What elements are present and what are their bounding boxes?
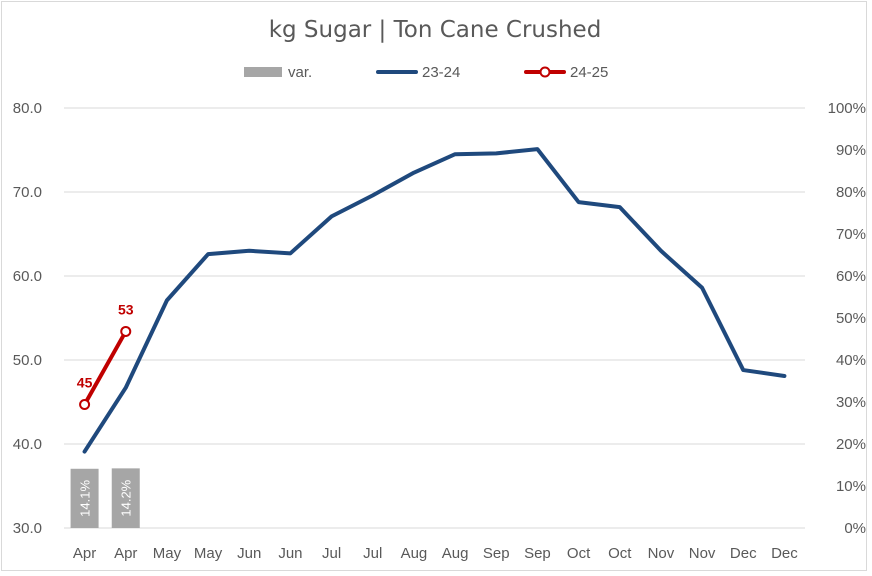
right-axis-tick-label: 60% xyxy=(836,268,866,285)
legend-label: 23-24 xyxy=(422,64,460,81)
x-axis-tick-label: Oct xyxy=(567,545,591,562)
left-axis-tick-label: 50.0 xyxy=(13,352,42,369)
var-bar xyxy=(70,468,99,528)
x-axis-tick-label: May xyxy=(153,545,182,562)
x-axis-tick-label: Jun xyxy=(278,545,302,562)
legend-swatch-var xyxy=(244,67,282,77)
x-axis-tick-label: Sep xyxy=(483,545,510,562)
x-axis-tick-label: Apr xyxy=(73,545,96,562)
x-axis-tick-label: Aug xyxy=(442,545,469,562)
x-axis-tick-label: Oct xyxy=(608,545,632,562)
left-axis-tick-label: 30.0 xyxy=(13,520,42,537)
x-axis-tick-label: May xyxy=(194,545,223,562)
right-axis-tick-label: 20% xyxy=(836,436,866,453)
right-axis-tick-label: 0% xyxy=(844,520,866,537)
right-axis-tick-label: 100% xyxy=(828,100,866,117)
right-axis-tick-label: 50% xyxy=(836,310,866,327)
var-bar xyxy=(111,468,140,528)
x-axis-tick-label: Jul xyxy=(363,545,382,562)
x-axis-tick-label: Sep xyxy=(524,545,551,562)
x-axis-tick-label: Jun xyxy=(237,545,261,562)
series-24-25-marker xyxy=(120,325,132,337)
legend-label: var. xyxy=(288,64,312,81)
legend-label: 24-25 xyxy=(570,64,608,81)
chart-title: kg Sugar | Ton Cane Crushed xyxy=(269,17,602,43)
left-axis-ticks: 30.0 40.0 50.0 60.0 70.0 80.0 xyxy=(13,100,42,537)
left-axis-tick-label: 70.0 xyxy=(13,184,42,201)
var-bar-label: 14.1% xyxy=(78,480,93,517)
series-24-25-marker xyxy=(79,399,91,411)
series-lines: 45 53 xyxy=(77,147,787,454)
data-label: 45 xyxy=(77,375,93,391)
data-label: 53 xyxy=(118,301,134,317)
x-axis-tick-label: Aug xyxy=(401,545,428,562)
x-axis-tick-label: Nov xyxy=(648,545,675,562)
var-bar-label: 14.2% xyxy=(119,479,134,516)
right-axis-tick-label: 30% xyxy=(836,394,866,411)
x-axis-tick-label: Apr xyxy=(114,545,137,562)
legend-marker xyxy=(539,66,551,78)
x-axis-tick-label: Nov xyxy=(689,545,716,562)
x-axis-tick-label: Dec xyxy=(730,545,757,562)
var-bars: 14.1% 14.2% xyxy=(70,468,140,528)
gridlines xyxy=(64,107,805,529)
x-axis-tick-label: Jul xyxy=(322,545,341,562)
x-axis-ticks: Apr Apr May May Jun Jun Jul Jul Aug Aug Sep Sep Oct O… xyxy=(73,545,798,562)
right-axis-tick-label: 70% xyxy=(836,226,866,243)
x-axis-tick-label: Dec xyxy=(771,545,798,562)
legend: var. 23-24 24-25 xyxy=(244,64,608,81)
left-axis-tick-label: 80.0 xyxy=(13,100,42,117)
right-axis-tick-label: 40% xyxy=(836,352,866,369)
series-23-24-line xyxy=(82,147,787,454)
right-axis-tick-label: 80% xyxy=(836,184,866,201)
left-axis-tick-label: 60.0 xyxy=(13,268,42,285)
series-24-25-line xyxy=(82,329,128,407)
left-axis-tick-label: 40.0 xyxy=(13,436,42,453)
right-axis-tick-label: 90% xyxy=(836,142,866,159)
right-axis-tick-label: 10% xyxy=(836,478,866,495)
right-axis-ticks: 0% 10% 20% 30% 40% 50% 60% 70% 80% 90% 100% xyxy=(828,100,866,537)
